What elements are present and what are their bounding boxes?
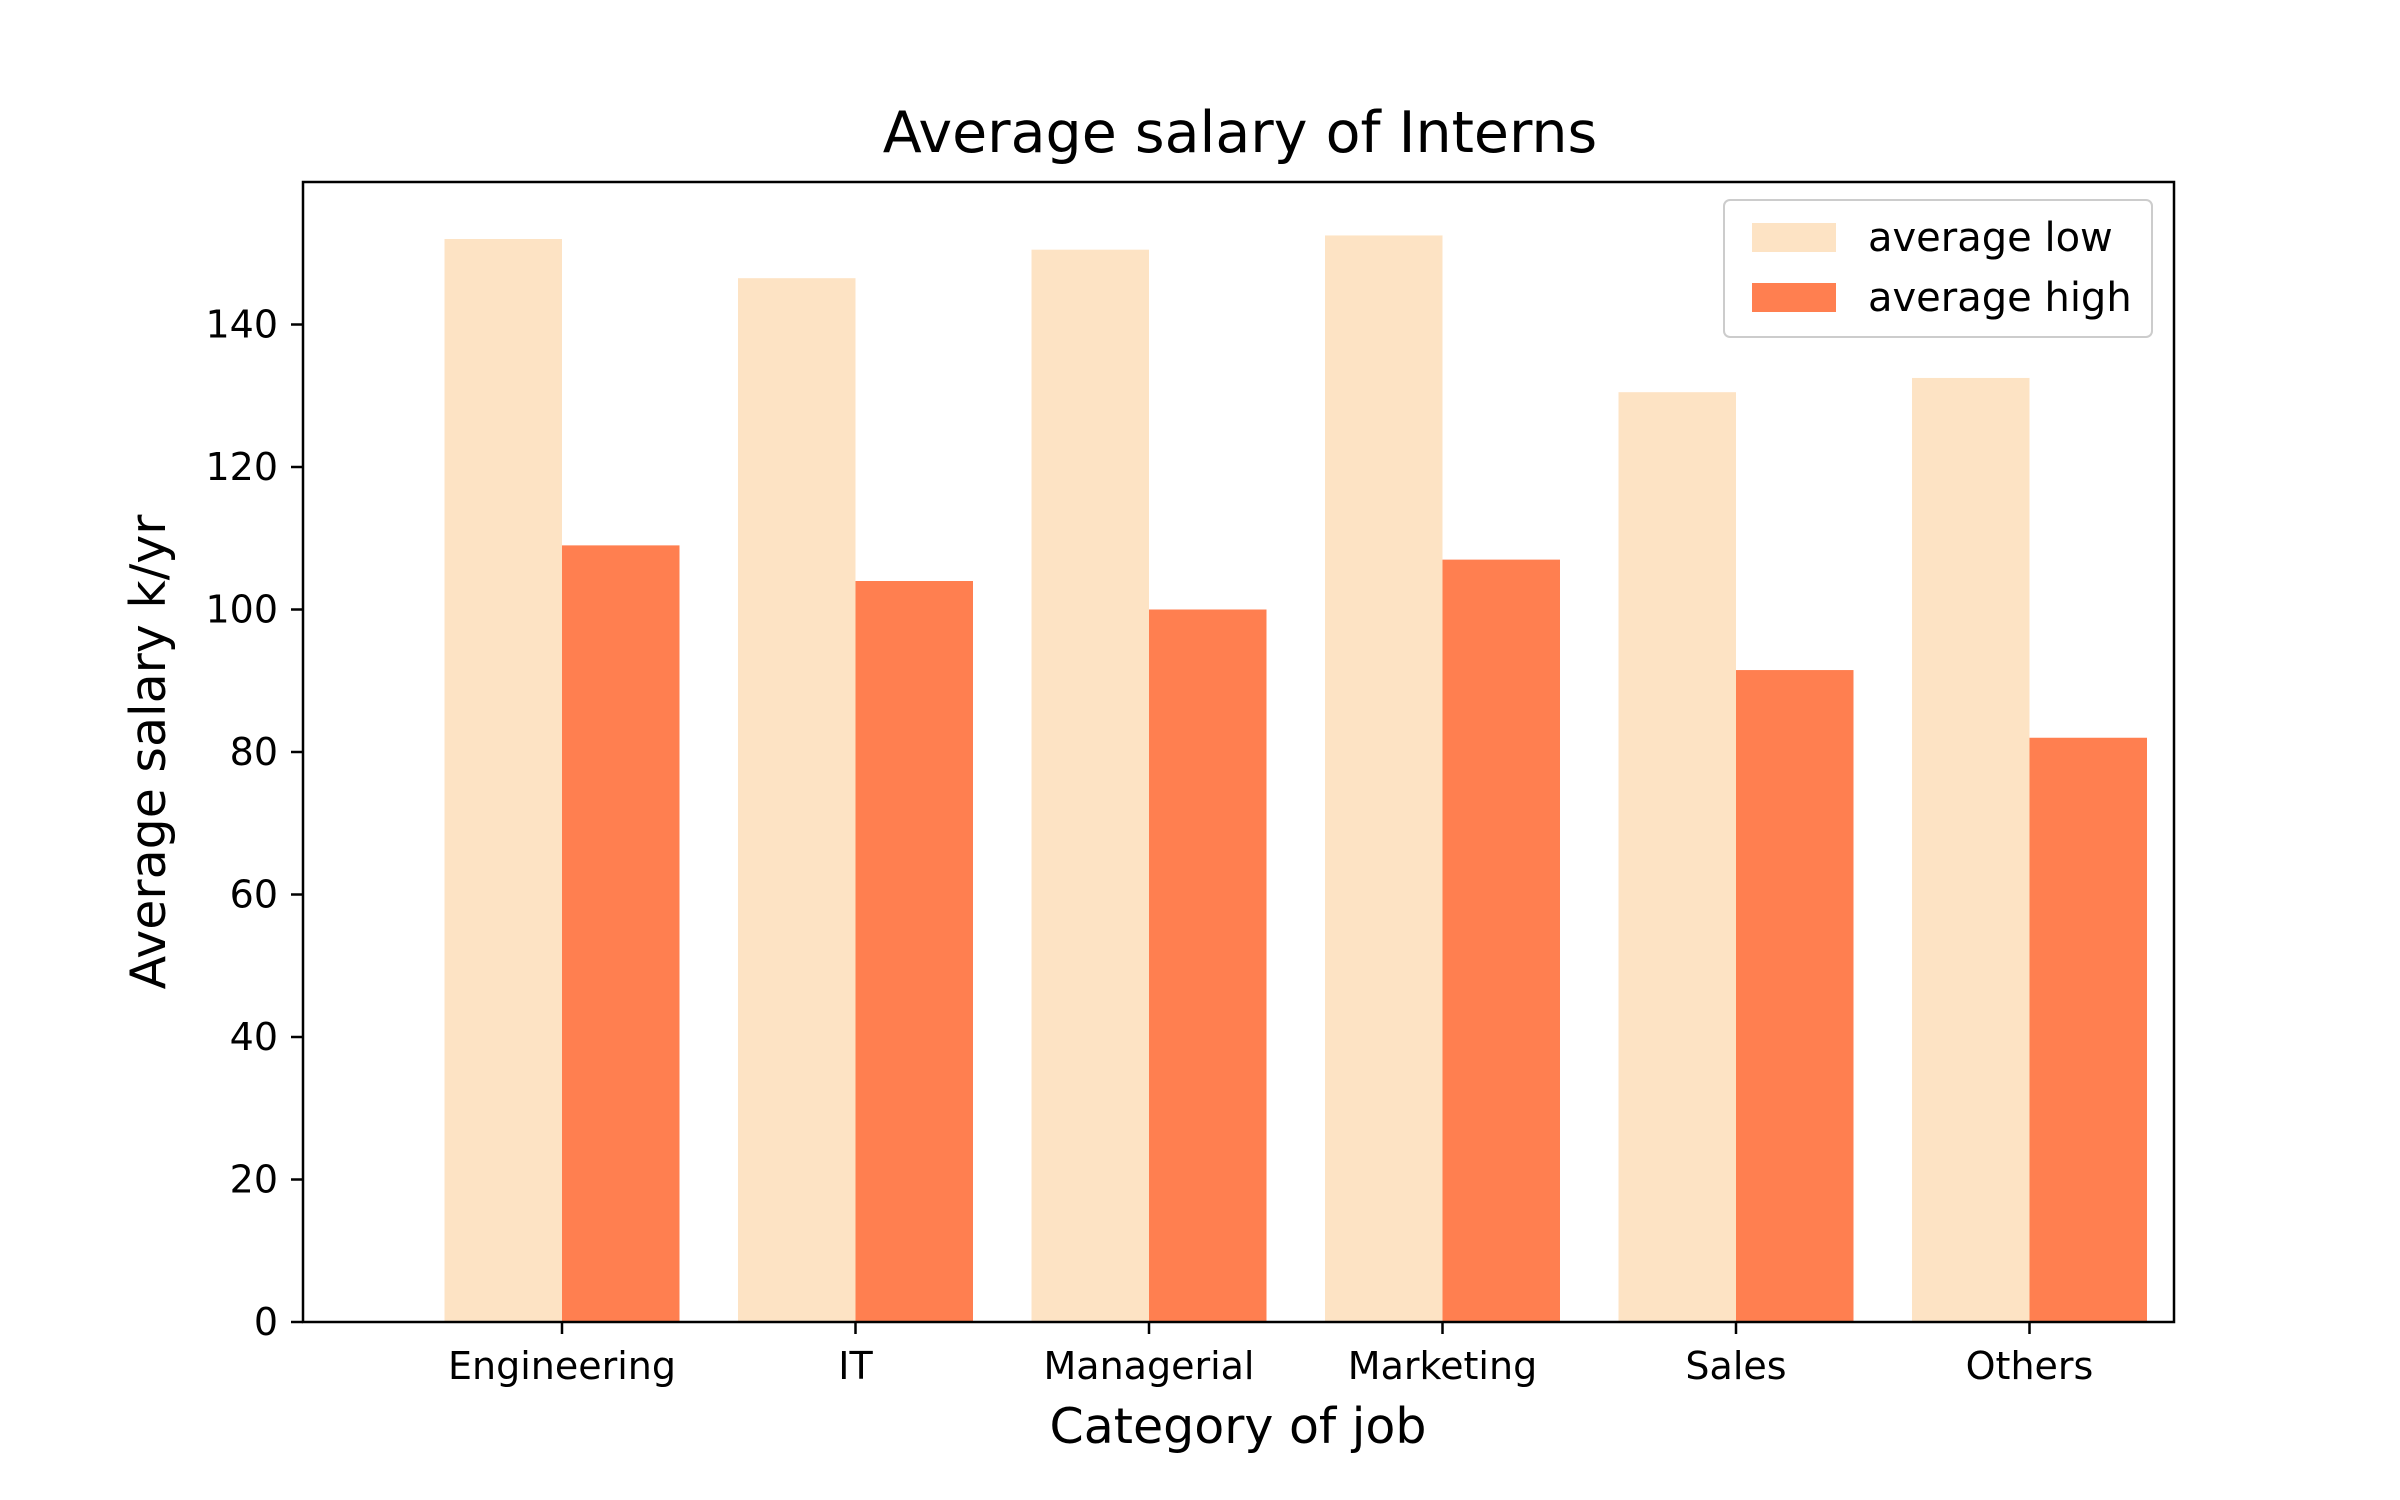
bars-group [444, 235, 2147, 1322]
bar-average-high-others [2029, 737, 2147, 1322]
y-tick-label: 60 [230, 873, 278, 917]
legend-label-average-low: average low [1868, 215, 2113, 261]
legend-swatch-average-high [1752, 283, 1836, 312]
y-axis-ticks: 0 20 40 60 80 100 120 140 [205, 303, 303, 1344]
y-tick-label: 140 [205, 303, 278, 347]
x-tick-label: Engineering [448, 1344, 676, 1388]
bar-average-low-sales [1618, 392, 1736, 1322]
x-tick-label: Managerial [1044, 1344, 1255, 1388]
bar-average-high-it [855, 581, 973, 1322]
x-axis-label: Category of job [1050, 1398, 1427, 1455]
bar-average-low-engineering [444, 239, 562, 1322]
legend: average low average high [1723, 199, 2153, 338]
x-tick-label: Others [1966, 1344, 2094, 1388]
bar-average-high-sales [1736, 670, 1854, 1322]
plot-frame [301, 180, 2176, 1324]
bar-average-low-marketing [1325, 235, 1443, 1322]
y-axis-label: Average salary k/yr [120, 514, 177, 990]
x-tick-label: IT [838, 1344, 873, 1388]
y-tick-label: 120 [205, 445, 278, 489]
bar-average-low-it [738, 278, 856, 1322]
bar-average-low-others [1912, 377, 2030, 1322]
x-tick-label: Marketing [1348, 1344, 1537, 1388]
bar-average-high-managerial [1149, 609, 1267, 1322]
bar-average-high-marketing [1442, 559, 1560, 1322]
bar-average-high-engineering [562, 545, 680, 1322]
x-tick-label: Sales [1685, 1344, 1786, 1388]
y-tick-label: 20 [230, 1158, 278, 1202]
y-tick-label: 80 [230, 730, 278, 774]
y-tick-label: 40 [230, 1015, 278, 1059]
legend-swatch-average-low [1752, 223, 1836, 252]
y-tick-label: 0 [254, 1300, 278, 1344]
legend-label-average-high: average high [1868, 275, 2132, 321]
chart-title: Average salary of Interns [883, 100, 1598, 166]
y-tick-label: 100 [205, 588, 278, 632]
bar-average-low-managerial [1031, 249, 1149, 1322]
x-axis-ticks: Engineering IT Managerial Marketing Sales Oth… [448, 1322, 2093, 1388]
